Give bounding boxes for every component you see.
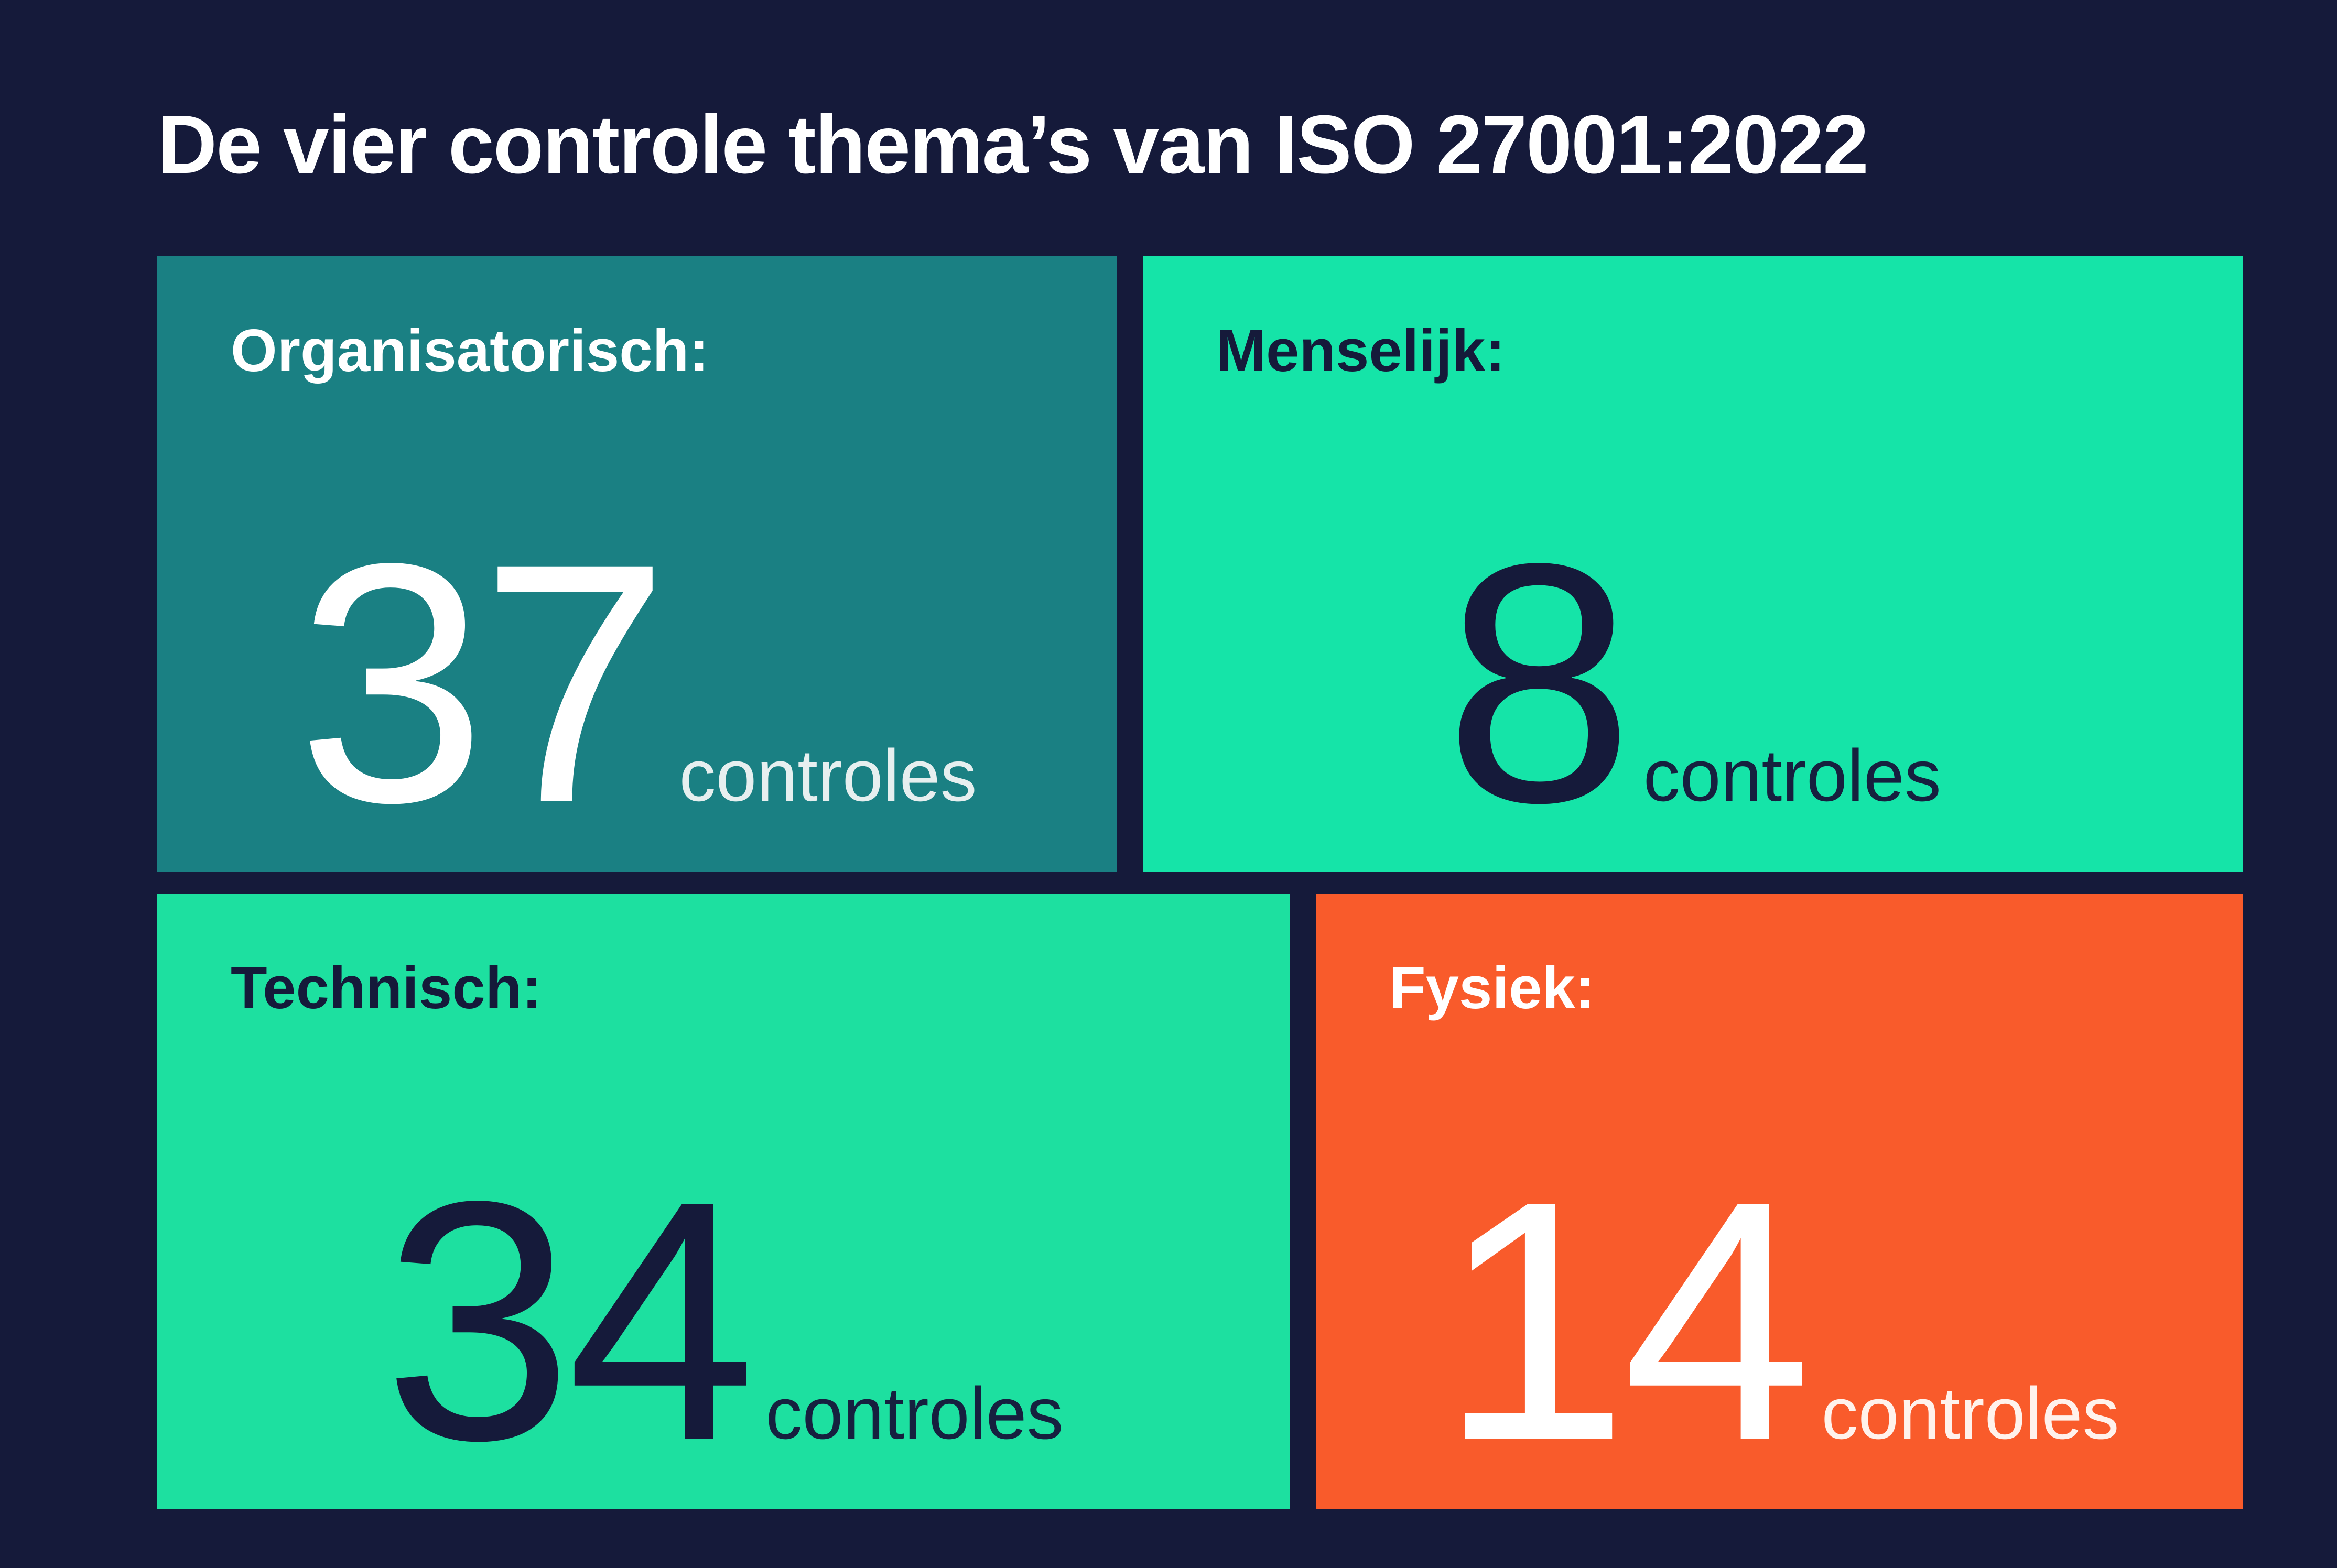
card-value-row: 34 controles [231, 1130, 1216, 1511]
card-unit-fysiek: controles [1821, 1372, 2119, 1455]
page-title: De vier controle thema’s van ISO 27001:2… [157, 99, 1869, 191]
card-organisatorisch: Organisatorisch: 37 controles [157, 256, 1117, 872]
card-value-row: 37 controles [231, 493, 1043, 874]
card-unit-menselijk: controles [1643, 734, 1941, 817]
card-label-technisch: Technisch: [231, 955, 542, 1022]
card-label-menselijk: Menselijk: [1216, 317, 1506, 384]
card-value-row: 14 controles [1389, 1130, 2169, 1511]
card-value-fysiek: 14 [1439, 1130, 1812, 1511]
card-menselijk: Menselijk: 8 controles [1143, 256, 2243, 872]
card-label-fysiek: Fysiek: [1389, 955, 1595, 1022]
stats-row-top: Organisatorisch: 37 controles Menselijk:… [157, 256, 2243, 872]
card-value-technisch: 34 [383, 1130, 756, 1511]
card-fysiek: Fysiek: 14 controles [1316, 894, 2243, 1511]
card-value-menselijk: 8 [1444, 493, 1633, 874]
card-unit-technisch: controles [765, 1372, 1064, 1455]
card-unit-organisatorisch: controles [679, 734, 977, 817]
stats-row-bottom: Technisch: 34 controles Fysiek: 14 contr… [157, 894, 2243, 1511]
stats-grid: Organisatorisch: 37 controles Menselijk:… [157, 256, 2243, 1511]
card-value-organisatorisch: 37 [297, 493, 669, 874]
card-technisch: Technisch: 34 controles [157, 894, 1290, 1511]
card-value-row: 8 controles [1216, 493, 2169, 874]
card-label-organisatorisch: Organisatorisch: [231, 317, 709, 384]
